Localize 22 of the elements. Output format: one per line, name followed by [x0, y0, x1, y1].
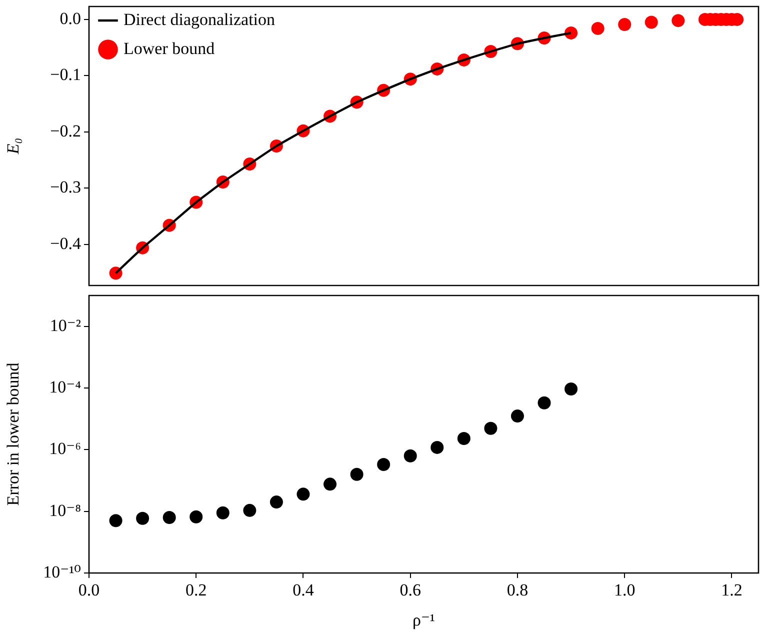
x-tick-label: 0.8	[506, 580, 528, 600]
y-axis-title: Error in lower bound	[4, 362, 23, 506]
y-tick-label: 10⁻¹⁰	[43, 562, 82, 582]
legend-label: Lower bound	[124, 38, 216, 58]
x-tick-label: 1.2	[721, 580, 742, 600]
y-tick-label: 0.0	[60, 8, 81, 28]
y-axis-title: E₀	[4, 138, 23, 156]
y-tick-label: 10⁻²	[50, 316, 81, 335]
y-tick-label: −0.1	[50, 65, 81, 84]
x-tick-label: 0.4	[292, 580, 314, 600]
y-tick-label: −0.2	[50, 121, 81, 140]
x-tick-label: 0.6	[400, 580, 421, 600]
y-tick-label: 10⁻⁶	[49, 439, 82, 458]
x-tick-label: 1.0	[614, 580, 636, 600]
x-axis-title: ρ⁻¹	[412, 610, 436, 630]
x-tick-label: 0.0	[78, 580, 100, 600]
y-tick-label: 10⁻⁸	[49, 500, 82, 520]
y-tick-label: −0.3	[50, 178, 81, 197]
y-tick-label: −0.4	[50, 234, 82, 253]
x-tick-label: 0.2	[185, 580, 207, 600]
legend-label: Direct diagonalization	[124, 10, 276, 29]
y-tick-label: 10⁻⁴	[49, 377, 82, 396]
